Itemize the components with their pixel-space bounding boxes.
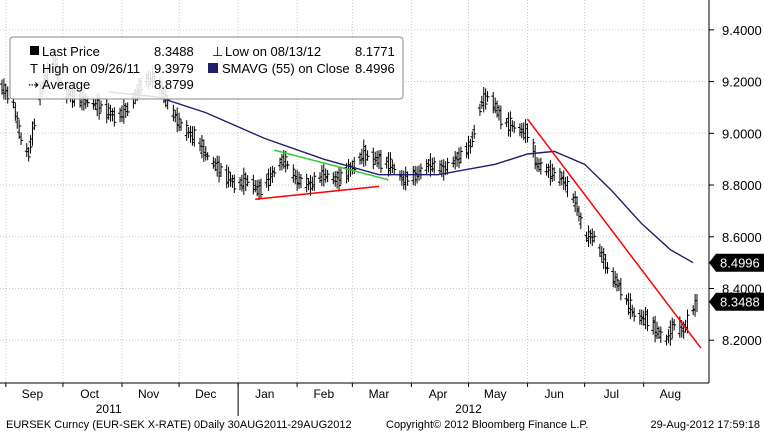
trendlines [255,118,702,349]
axes [0,0,710,384]
legend-last-price-label: Last Price [42,44,100,59]
y-tick-label: 8.6000 [722,230,762,245]
value-badge [709,292,764,311]
high-marker-icon: T [30,61,38,76]
sma-line-group [108,91,694,264]
x-axis-ticks: Sep Oct Nov Dec Jan Feb Mar Apr May Jun Jul Aug 2011… [5,383,681,416]
x-tick-label: Apr [429,387,448,401]
y-axis-ticks: 8.20008.40008.60008.80009.00009.20009.40… [709,23,762,348]
legend-low-value: 8.1771 [355,44,395,59]
x-tick-label: May [484,387,507,401]
x-tick-label: Mar [369,387,390,401]
value-badge-label: 8.4996 [720,256,760,271]
y-tick-label: 8.8000 [722,178,762,193]
last-price-swatch-icon [30,46,39,55]
x-tick-label: Sep [22,387,44,401]
legend-sma-value: 8.4996 [355,61,395,76]
y-tick-label: 8.2000 [722,333,762,348]
legend-average-value: 8.8799 [154,77,194,92]
footer-copyright: Copyright© 2012 Bloomberg Finance L.P. [386,419,588,431]
legend-sma-label: SMAVG (55) on Close [222,61,350,76]
legend-box [9,36,404,100]
x-tick-label: Jun [545,387,564,401]
value-badge-label: 8.3488 [720,295,760,310]
x-tick-label: Dec [195,387,216,401]
sma-line [108,91,694,264]
legend: Last Price 8.3488 ⊥ Low on 08/13/12 8.17… [9,36,404,100]
green-trendline [274,149,389,181]
value-badge [709,253,764,272]
red-trendline [526,118,702,349]
year-label: 2011 [96,402,122,416]
red-trendline [255,185,380,201]
sma-swatch-icon [208,63,218,73]
legend-high-value: 9.3979 [154,61,194,76]
year-label: 2012 [455,402,482,416]
y-tick-label: 9.4000 [722,23,762,38]
average-marker-icon: ⇢ [28,77,39,92]
y-tick-label: 9.0000 [722,126,762,141]
y-tick-label: 9.2000 [722,75,762,90]
x-tick-label: Feb [313,387,334,401]
footer-ticker: EURSEK Curncy (EUR-SEK X-RATE) 0Daily 30… [6,419,352,431]
x-tick-label: Aug [660,387,681,401]
value-badges: 8.4996 8.3488 [709,253,764,311]
x-tick-label: Oct [80,387,99,401]
legend-average-label: Average [42,77,90,92]
footer-timestamp: 29-Aug-2012 17:59:18 [651,419,760,431]
x-tick-label: Jan [255,387,274,401]
legend-low-label: Low on 08/13/12 [225,44,321,59]
x-tick-label: Jul [604,387,619,401]
low-marker-icon: ⊥ [212,44,223,59]
legend-high-label: High on 09/26/11 [42,61,140,76]
legend-last-price-value: 8.3488 [154,44,194,59]
x-tick-label: Nov [138,387,159,401]
